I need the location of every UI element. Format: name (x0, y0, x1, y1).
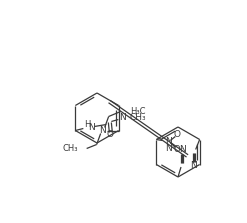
Text: H: H (84, 120, 91, 129)
Text: H₃C: H₃C (130, 107, 145, 116)
Text: O⁻: O⁻ (174, 145, 185, 154)
Text: CH₃: CH₃ (129, 113, 146, 122)
Text: O: O (174, 130, 181, 139)
Text: N: N (165, 137, 172, 146)
Text: N: N (190, 161, 197, 170)
Text: N: N (120, 113, 126, 122)
Text: N: N (165, 144, 171, 153)
Text: O: O (107, 130, 114, 139)
Text: N: N (179, 145, 185, 155)
Text: CH₃: CH₃ (62, 144, 78, 153)
Text: N: N (99, 126, 106, 135)
Text: N: N (88, 123, 95, 132)
